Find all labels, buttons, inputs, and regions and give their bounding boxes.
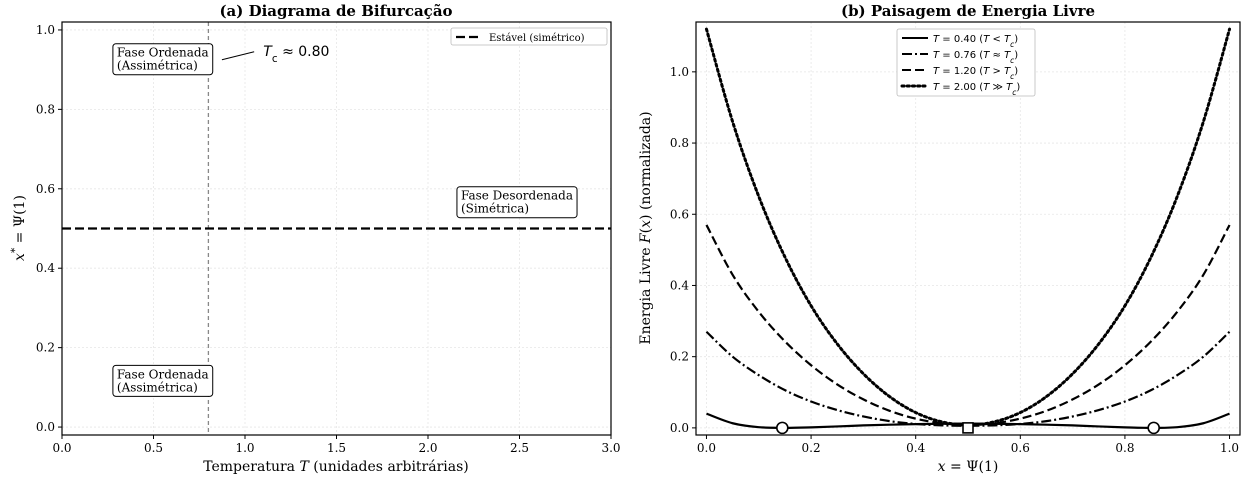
- panel-b-free-energy: 0.0 0.2 0.4 0.6 0.8 1.0 0.0 0.2 0.4 0.6 0.8 1.0 (b)…: [638, 2, 1241, 475]
- annotation-line-1: Fase Ordenada: [117, 46, 209, 60]
- x-tick-label: 2.0: [418, 441, 437, 455]
- annotation-box: [456, 186, 578, 219]
- y-tick-label: 0.8: [36, 102, 55, 116]
- legend-label-t076: T = 0.76 (T ≈ Tc): [933, 50, 1018, 65]
- x-tick-label: 1.0: [1220, 441, 1239, 455]
- panel-a-bifurcation: 0.0 0.5 1.0 1.5 2.0 2.5 3.00.00.20.40.60.81.0 …: [9, 2, 621, 475]
- annotation-line-2: (Assimétrica): [117, 380, 198, 394]
- x-tick-label: 3.0: [601, 441, 620, 455]
- tc-label: Tc ≈ 0.80: [263, 44, 329, 65]
- y-tick-label: 0.8: [670, 136, 689, 150]
- y-tick-label: 0.4: [36, 261, 55, 275]
- x-tick-label: 0.8: [1115, 441, 1134, 455]
- y-tick-label: 0.2: [36, 341, 55, 355]
- chart-title-a: (a) Diagrama de Bifurcação: [219, 2, 452, 20]
- symmetric-point-marker: [962, 422, 974, 434]
- axes-frame-b: [695, 21, 1241, 436]
- annotation-line-2: (Simétrica): [461, 202, 529, 216]
- x-tick-label: 2.5: [510, 441, 529, 455]
- legend-b: T = 0.40 (T < Tc)T = 0.76 (T ≈ Tc)T = 1.…: [896, 28, 1036, 97]
- x-tick-label: 0.6: [1011, 441, 1030, 455]
- y-tick-label: 1.0: [670, 65, 689, 79]
- annotation-box: [112, 364, 214, 397]
- chart-title-b: (b) Paisagem de Energia Livre: [841, 2, 1095, 20]
- y-axis-label-b: Energia Livre F(x) (normalizada): [638, 111, 654, 344]
- y-tick-label: 0.6: [36, 182, 55, 196]
- phase-annotation: Fase Ordenada(Assimétrica): [112, 364, 214, 397]
- critical-temperature-annotation: Tc ≈ 0.80: [221, 44, 329, 65]
- x-tick-label: 1.0: [235, 441, 254, 455]
- y-tick-label: 1.0: [36, 23, 55, 37]
- x-tick-label: 0.5: [144, 441, 163, 455]
- x-tick-label: 0.4: [906, 441, 925, 455]
- x-tick-label: 1.5: [327, 441, 346, 455]
- y-tick-label: 0.4: [670, 278, 689, 292]
- minimum-marker: [776, 421, 789, 435]
- annotation-line-1: Fase Ordenada: [117, 367, 209, 381]
- x-tick-label: 0.0: [697, 441, 716, 455]
- legend-a: Estável (simétrico): [450, 27, 608, 46]
- x-axis-label-a: Temperatura T (unidades arbitrárias): [203, 459, 469, 475]
- legend-label-t120: T = 1.20 (T > Tc): [933, 66, 1018, 81]
- annotation-line-2: (Assimétrica): [117, 59, 198, 73]
- phase-annotation: Fase Desordenada(Simétrica): [456, 186, 578, 219]
- legend-frame: [450, 27, 608, 46]
- y-tick-label: 0.2: [670, 350, 689, 364]
- legend-frame: [896, 28, 1036, 97]
- annotation-box: [112, 43, 214, 76]
- legend-label-stable: Estável (simétrico): [489, 33, 585, 44]
- series-line-t120: [705, 224, 1231, 426]
- x-axis-label-b: x = Ψ(1): [938, 459, 999, 475]
- y-tick-label: 0.0: [36, 420, 55, 434]
- y-tick-label: 0.6: [670, 207, 689, 221]
- y-tick-label: 0.0: [670, 421, 689, 435]
- x-tick-label: 0.2: [802, 441, 821, 455]
- tc-pointer-line: [221, 51, 255, 61]
- x-tick-label: 0.0: [52, 441, 71, 455]
- legend-label-t040: T = 0.40 (T < Tc): [933, 34, 1018, 49]
- annotation-line-1: Fase Desordenada: [461, 189, 573, 203]
- minimum-marker: [1147, 421, 1160, 435]
- y-axis-label-a: x* = Ψ(1): [9, 195, 28, 261]
- series-line-t076: [705, 330, 1231, 427]
- phase-annotation: Fase Ordenada(Assimétrica): [112, 43, 214, 76]
- legend-label-t200: T = 2.00 (T ≫ Tc): [933, 82, 1020, 97]
